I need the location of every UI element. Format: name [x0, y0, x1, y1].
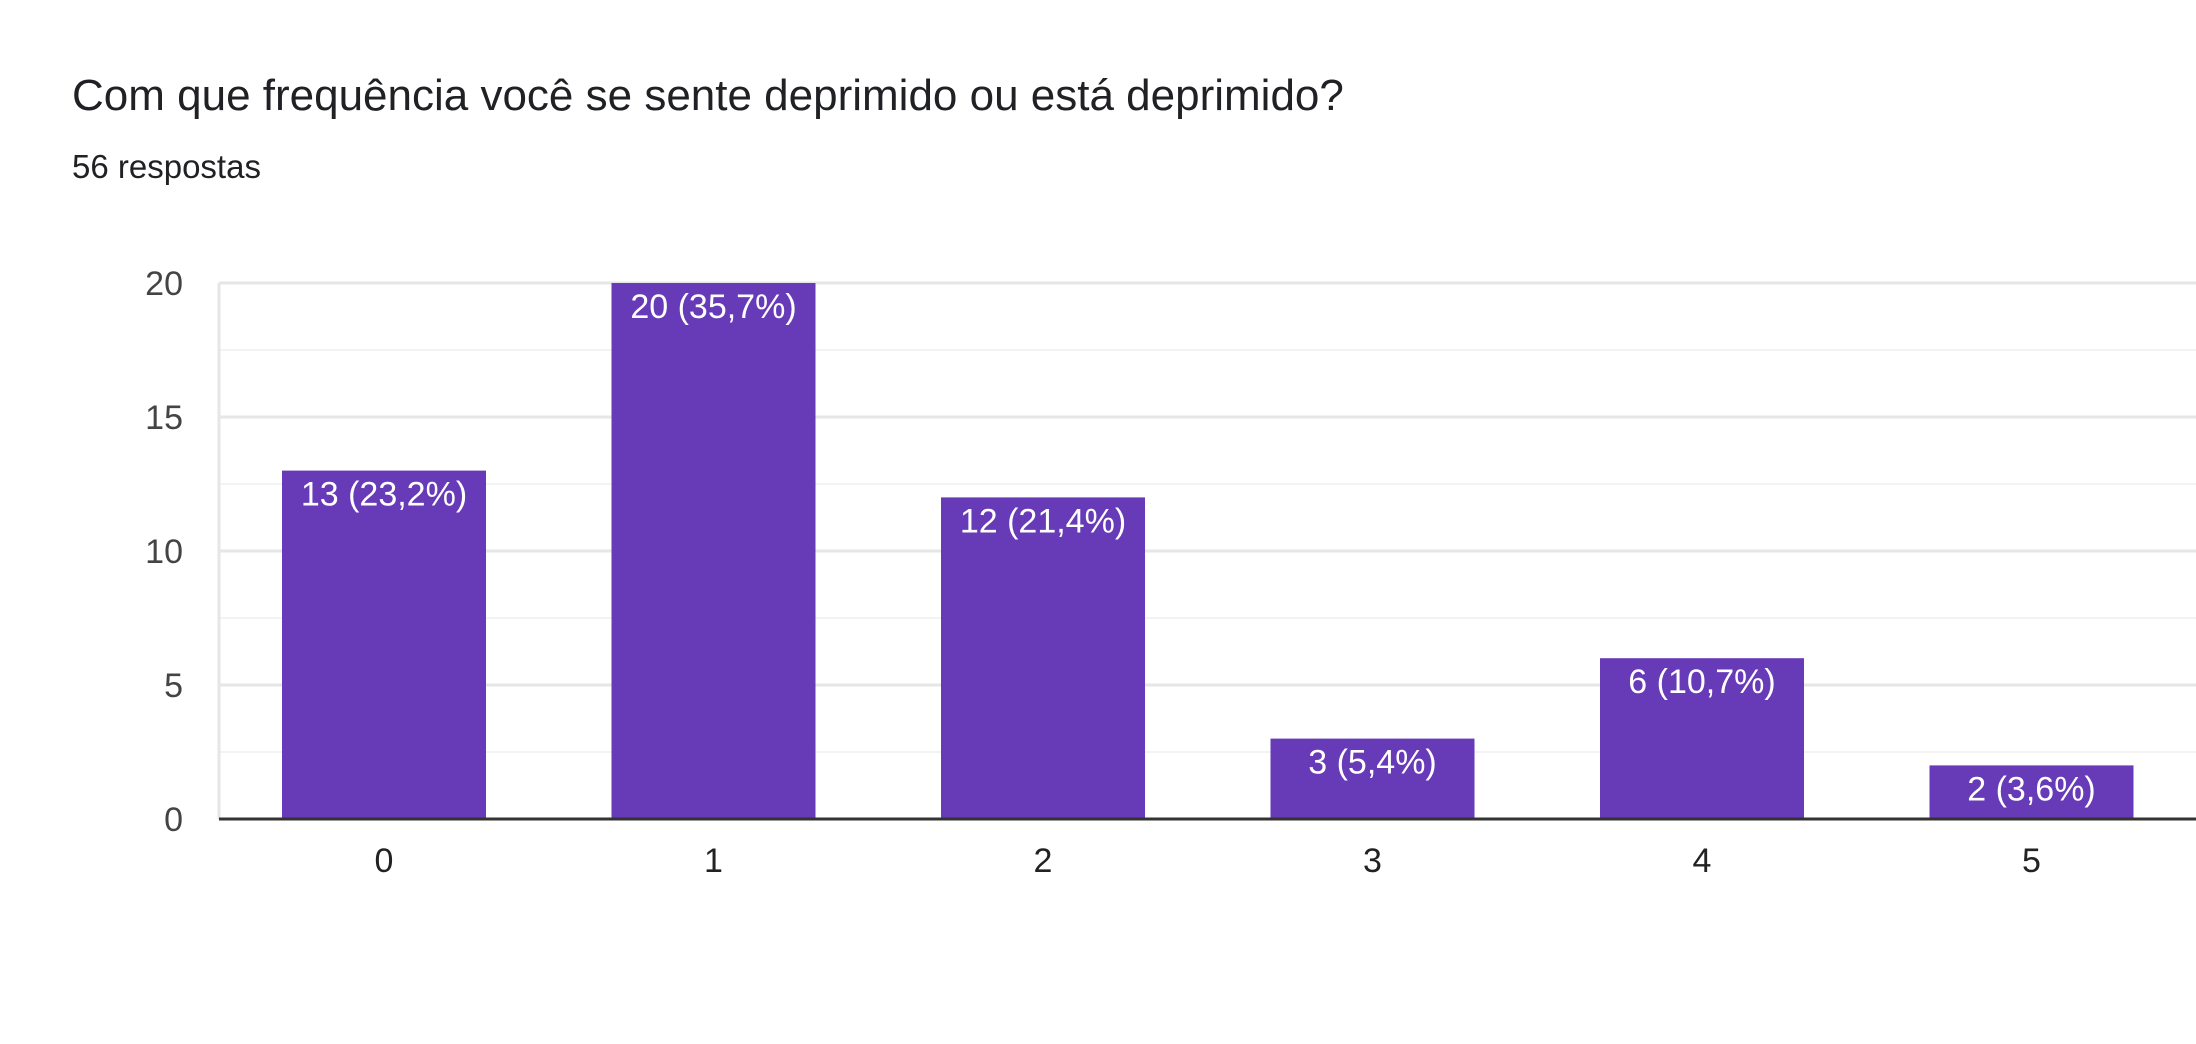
y-tick-label: 5	[164, 667, 183, 705]
bar-data-label: 3 (5,4%)	[1308, 744, 1437, 782]
bar	[282, 470, 486, 819]
x-tick-label: 1	[704, 842, 723, 880]
bar	[1270, 738, 1475, 819]
bar	[941, 497, 1145, 819]
bar	[1929, 765, 2134, 819]
x-tick-label: 3	[1363, 842, 1382, 880]
x-tick-label: 2	[1034, 842, 1053, 880]
bar-data-label: 12 (21,4%)	[960, 502, 1126, 540]
y-axis-ticks: 0 5 10 15 20	[145, 265, 183, 839]
bar-data-label: 2 (3,6%)	[1967, 770, 2096, 808]
x-axis-ticks: 0 1 2 3 4 5	[375, 842, 2041, 880]
chart-title: Com que frequência você se sente deprimi…	[72, 71, 1344, 120]
bar	[1600, 658, 1804, 819]
bar-data-label: 13 (23,2%)	[301, 476, 467, 514]
bar	[611, 283, 816, 819]
y-tick-label: 10	[145, 533, 183, 571]
y-tick-label: 15	[145, 399, 183, 437]
bar-data-label: 20 (35,7%)	[630, 288, 796, 326]
response-count: 56 respostas	[72, 148, 261, 185]
gridlines	[217, 281, 2196, 819]
x-tick-label: 4	[1693, 842, 1712, 880]
y-tick-label: 0	[164, 801, 183, 839]
data-labels: 13 (23,2%) 20 (35,7%) 12 (21,4%) 3 (5,4%) 6 …	[301, 288, 2096, 808]
bar-data-label: 6 (10,7%)	[1628, 663, 1775, 701]
x-tick-label: 0	[375, 842, 394, 880]
y-tick-label: 20	[145, 265, 183, 303]
bars	[282, 283, 2134, 819]
x-tick-label: 5	[2022, 842, 2041, 880]
